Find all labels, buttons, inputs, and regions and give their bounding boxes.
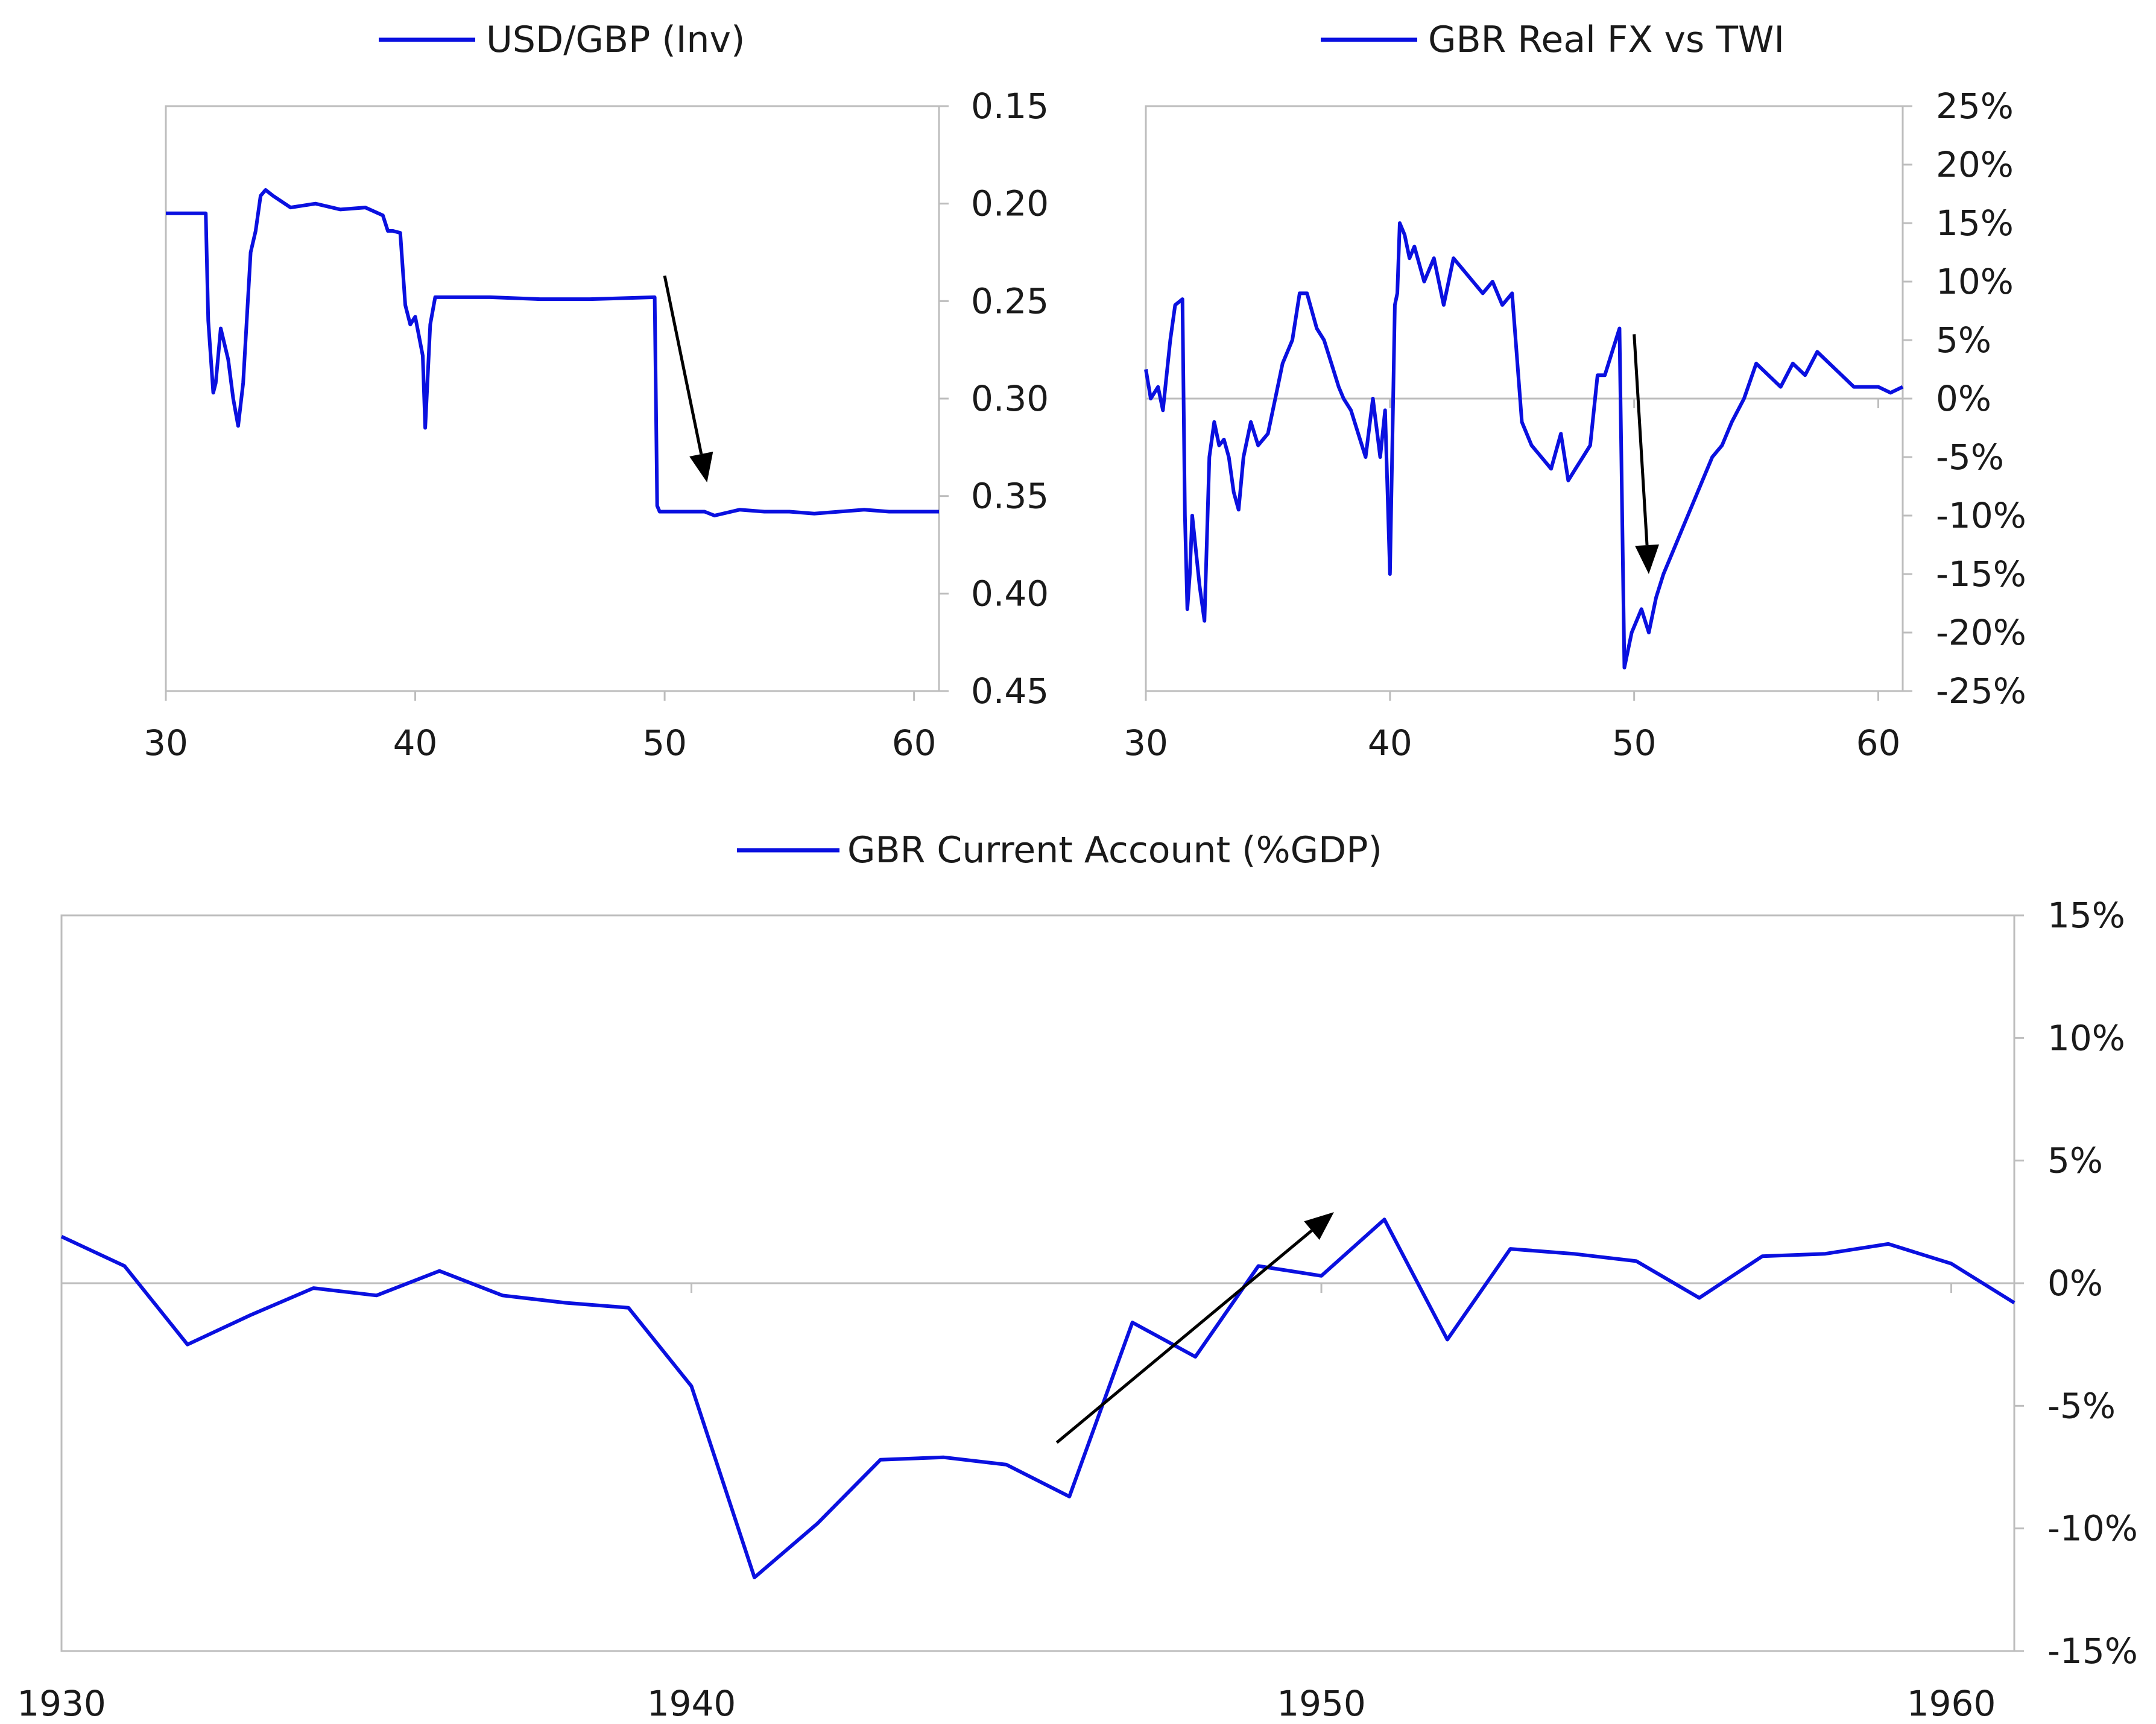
y-tick-label: 10%: [1936, 261, 2014, 302]
y-tick-label: -15%: [2047, 1631, 2138, 1672]
y-tick-label: -5%: [1936, 437, 2004, 478]
y-tick-label: 0.45: [971, 671, 1049, 712]
annotation-arrow-head: [1304, 1212, 1334, 1240]
y-tick-label: -10%: [1936, 495, 2026, 536]
y-tick-label: 0.20: [971, 183, 1049, 224]
x-tick-label: 50: [642, 722, 687, 763]
series-layer: [166, 188, 939, 517]
y-tick-label: 0.15: [971, 86, 1049, 127]
y-tick-label: 10%: [2047, 1017, 2125, 1058]
y-tick-label: -10%: [2047, 1508, 2138, 1549]
chart-gbr-current-account: GBR Current Account (%GDP) 1930 1940 1950 1…: [17, 829, 2138, 1724]
annotation-arrow-head: [689, 451, 713, 483]
y-tick-label: 0%: [2047, 1263, 2103, 1304]
y-tick-label: 5%: [1936, 320, 1991, 361]
series-line: [166, 188, 939, 517]
annotation-arrow-head: [1635, 544, 1660, 574]
legend-label: USD/GBP (Inv): [486, 19, 745, 61]
x-tick-label: 50: [1612, 722, 1657, 763]
legend-label: GBR Real FX vs TWI: [1428, 19, 1785, 61]
x-tick-label: 40: [1368, 722, 1412, 763]
y-tick-label: 0%: [1936, 378, 1991, 419]
x-tick-labels: 30 40 50 60: [144, 691, 937, 763]
y-tick-label: 0.35: [971, 476, 1049, 517]
series-layer: [60, 1212, 2015, 1579]
x-tick-labels: 30 40 50 60: [1124, 691, 1900, 763]
y-tick-label: 0.40: [971, 573, 1049, 614]
y-tick-labels: 25% 20% 15% 10% 5% 0% -5% -10% -15% -20% -25%: [1903, 86, 2026, 712]
x-tick-label: 30: [144, 722, 188, 763]
y-tick-label: -15%: [1936, 554, 2026, 595]
legend-usd-gbp: USD/GBP (Inv): [379, 19, 745, 61]
y-tick-label: 20%: [1936, 144, 2014, 185]
series-line: [60, 1217, 2015, 1579]
x-tick-label: 1930: [17, 1683, 106, 1724]
chart-gbr-real-fx: GBR Real FX vs TWI 30 40 50 60 25% 20% 15% 10%…: [1124, 19, 2026, 763]
annotation-arrow-shaft: [1633, 334, 1649, 546]
y-tick-label: 5%: [2047, 1140, 2103, 1181]
x-tick-label: 60: [1856, 722, 1901, 763]
x-tick-labels: 1930 1940 1950 1960: [17, 1683, 1996, 1724]
x-tick-label: 1960: [1907, 1683, 1996, 1724]
y-tick-label: 15%: [2047, 895, 2125, 936]
series-layer: [1144, 221, 1904, 670]
chart-usd-gbp: USD/GBP (Inv) 30 40 50 60 0.150.200.250.300…: [144, 19, 1049, 763]
annotation-arrow-shaft: [1055, 1229, 1313, 1444]
x-tick-label: 1940: [647, 1683, 736, 1724]
legend-gbr-real-fx: GBR Real FX vs TWI: [1321, 19, 1785, 61]
y-tick-label: 0.25: [971, 280, 1049, 321]
y-tick-label: -5%: [2047, 1385, 2116, 1426]
x-tick-label: 60: [892, 722, 937, 763]
y-tick-label: 25%: [1936, 86, 2014, 127]
series-line: [1144, 221, 1904, 670]
y-tick-labels: 0.15 0.20 0.25 0.30 0.35 0.40 0.45: [939, 86, 1049, 712]
y-tick-label: -25%: [1936, 671, 2026, 712]
x-tick-label: 1950: [1277, 1683, 1366, 1724]
legend-label: GBR Current Account (%GDP): [847, 829, 1382, 871]
y-tick-label: 15%: [1936, 203, 2014, 244]
legend-gbr-current-account: GBR Current Account (%GDP): [737, 829, 1382, 871]
annotation-arrow-shaft: [663, 275, 703, 455]
x-tick-label: 30: [1124, 722, 1168, 763]
y-tick-labels: 15% 10% 5% 0% -5% -10% -15%: [2014, 895, 2138, 1672]
y-tick-label: -20%: [1936, 612, 2026, 653]
y-tick-label: 0.30: [971, 378, 1049, 419]
x-tick-label: 40: [393, 722, 438, 763]
